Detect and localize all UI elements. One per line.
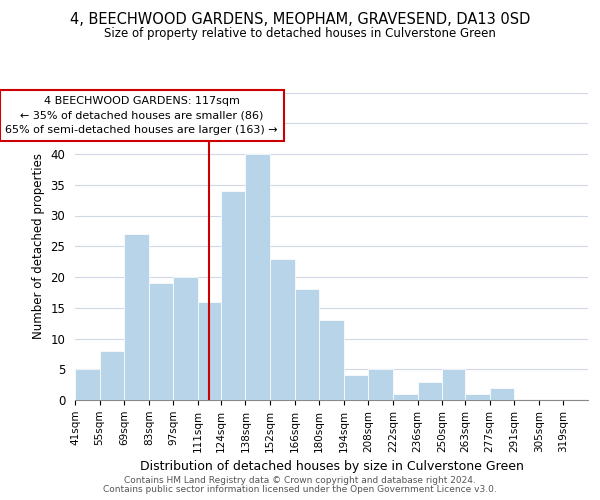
Text: Contains public sector information licensed under the Open Government Licence v3: Contains public sector information licen… [103,485,497,494]
Text: Contains HM Land Registry data © Crown copyright and database right 2024.: Contains HM Land Registry data © Crown c… [124,476,476,485]
Bar [149,283,173,400]
Text: Size of property relative to detached houses in Culverstone Green: Size of property relative to detached ho… [104,28,496,40]
Bar [319,320,344,400]
Y-axis label: Number of detached properties: Number of detached properties [32,153,45,339]
Bar [368,369,393,400]
Text: 4 BEECHWOOD GARDENS: 117sqm
← 35% of detached houses are smaller (86)
65% of sem: 4 BEECHWOOD GARDENS: 117sqm ← 35% of det… [5,96,278,135]
X-axis label: Distribution of detached houses by size in Culverstone Green: Distribution of detached houses by size … [140,460,523,473]
Bar [221,191,245,400]
Bar [295,290,319,400]
Bar [270,258,295,400]
Bar [75,369,100,400]
Bar [418,382,442,400]
Bar [245,154,270,400]
Bar [124,234,149,400]
Bar [393,394,418,400]
Bar [198,302,221,400]
Bar [173,277,198,400]
Bar [490,388,514,400]
Bar [100,351,124,400]
Bar [442,369,465,400]
Text: 4, BEECHWOOD GARDENS, MEOPHAM, GRAVESEND, DA13 0SD: 4, BEECHWOOD GARDENS, MEOPHAM, GRAVESEND… [70,12,530,28]
Bar [465,394,490,400]
Bar [344,376,368,400]
